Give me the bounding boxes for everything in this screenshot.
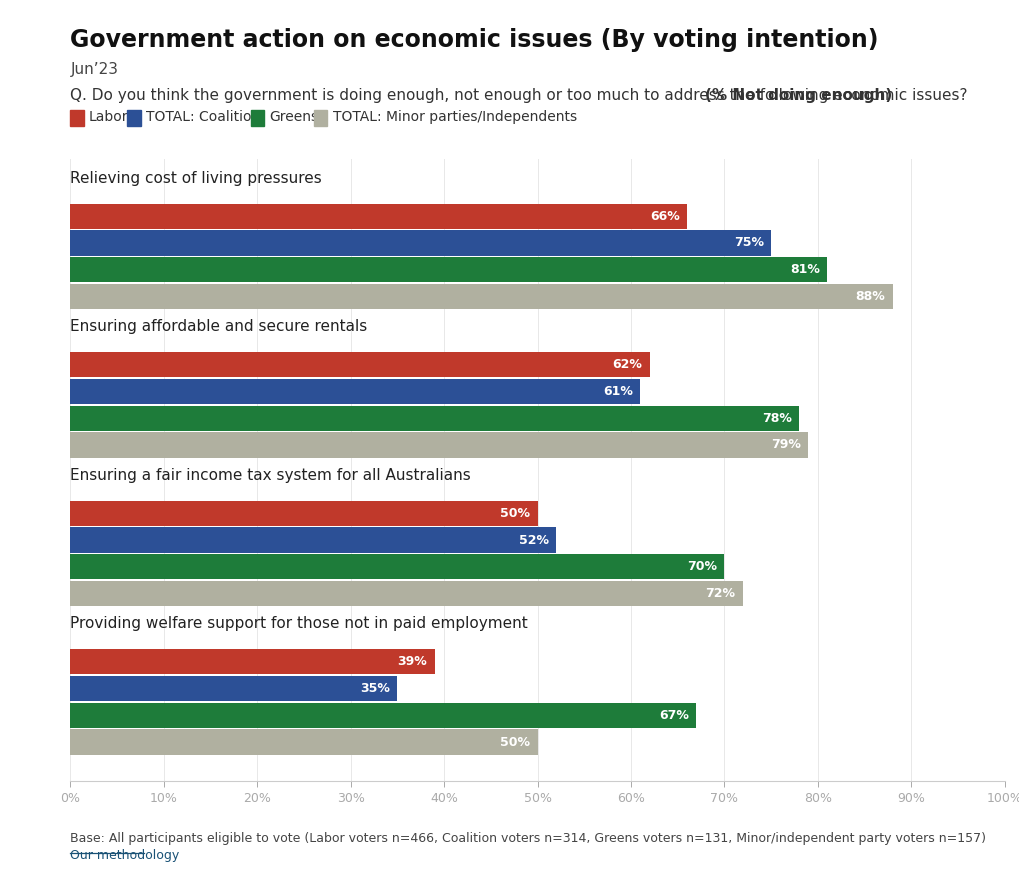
Bar (70, 555, 723, 579)
Bar (70, 527, 555, 553)
Text: 79%: 79% (770, 439, 800, 451)
Text: 72%: 72% (705, 587, 735, 600)
Bar (70, 352, 649, 377)
Bar (70, 405, 798, 431)
Text: Ensuring affordable and secure rentals: Ensuring affordable and secure rentals (70, 320, 367, 335)
Text: Labor: Labor (89, 110, 128, 125)
Bar (70, 581, 743, 606)
Bar (70, 729, 537, 755)
Text: 39%: 39% (397, 655, 427, 668)
Text: 62%: 62% (611, 358, 642, 371)
Text: Q. Do you think the government is doing enough, not enough or too much to addres: Q. Do you think the government is doing … (70, 88, 972, 103)
Text: 70%: 70% (686, 561, 716, 573)
Text: 75%: 75% (733, 237, 763, 249)
Text: Our methodology: Our methodology (70, 849, 179, 863)
Bar (70, 203, 687, 229)
Text: 67%: 67% (658, 709, 688, 721)
Text: TOTAL: Coalition: TOTAL: Coalition (146, 110, 260, 125)
Text: Providing welfare support for those not in paid employment: Providing welfare support for those not … (70, 616, 528, 631)
Bar (70, 379, 640, 404)
Text: Greens: Greens (269, 110, 318, 125)
Text: 81%: 81% (789, 263, 819, 276)
Text: Ensuring a fair income tax system for all Australians: Ensuring a fair income tax system for al… (70, 468, 471, 483)
Text: Base: All participants eligible to vote (Labor voters n=466, Coalition voters n=: Base: All participants eligible to vote … (70, 832, 985, 845)
Bar (70, 230, 770, 255)
Text: (% Not doing enough): (% Not doing enough) (705, 88, 892, 103)
Bar (70, 501, 537, 526)
Bar (70, 703, 696, 728)
Text: 52%: 52% (519, 533, 548, 547)
Bar (70, 283, 892, 309)
Text: 66%: 66% (649, 209, 679, 223)
Text: Relieving cost of living pressures: Relieving cost of living pressures (70, 170, 322, 185)
Text: 50%: 50% (499, 736, 530, 749)
Text: 35%: 35% (360, 682, 389, 695)
Text: 61%: 61% (602, 385, 632, 398)
Bar (70, 649, 434, 675)
Text: 78%: 78% (761, 411, 791, 425)
Text: TOTAL: Minor parties/Independents: TOTAL: Minor parties/Independents (332, 110, 576, 125)
Text: Jun’23: Jun’23 (70, 62, 118, 77)
Bar (70, 433, 808, 457)
Text: Government action on economic issues (By voting intention): Government action on economic issues (By… (70, 28, 878, 52)
Text: 88%: 88% (855, 290, 884, 303)
Bar (70, 257, 826, 283)
Text: 50%: 50% (499, 507, 530, 520)
Bar (70, 676, 397, 701)
